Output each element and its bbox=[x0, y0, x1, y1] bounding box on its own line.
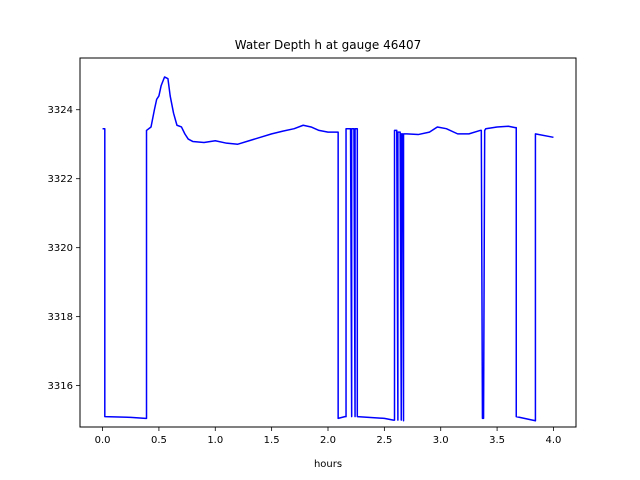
x-tick-label: 1.5 bbox=[264, 435, 280, 446]
y-axis: 3316 3318 3320 3322 3324 bbox=[48, 105, 80, 392]
x-axis-label: hours bbox=[314, 459, 342, 470]
series-line-0 bbox=[102, 76, 554, 422]
y-tick-label: 3324 bbox=[48, 105, 73, 116]
x-tick-label: 0.5 bbox=[151, 435, 167, 446]
x-tick-label: 2.5 bbox=[376, 435, 392, 446]
x-tick-label: 3.0 bbox=[433, 435, 449, 446]
x-tick-label: 3.5 bbox=[489, 435, 505, 446]
chart-title: Water Depth h at gauge 46407 bbox=[235, 38, 422, 52]
y-tick-label: 3316 bbox=[48, 381, 73, 392]
y-tick-label: 3320 bbox=[48, 243, 73, 254]
x-tick-label: 2.0 bbox=[320, 435, 336, 446]
x-tick-label: 0.0 bbox=[95, 435, 111, 446]
y-tick-label: 3318 bbox=[48, 312, 73, 323]
plot-area bbox=[102, 76, 554, 422]
y-tick-label: 3322 bbox=[48, 174, 73, 185]
x-axis: 0.0 0.5 1.0 1.5 2.0 2.5 3.0 3.5 4.0 bbox=[95, 427, 562, 446]
x-tick-label: 4.0 bbox=[546, 435, 562, 446]
x-tick-label: 1.0 bbox=[207, 435, 223, 446]
